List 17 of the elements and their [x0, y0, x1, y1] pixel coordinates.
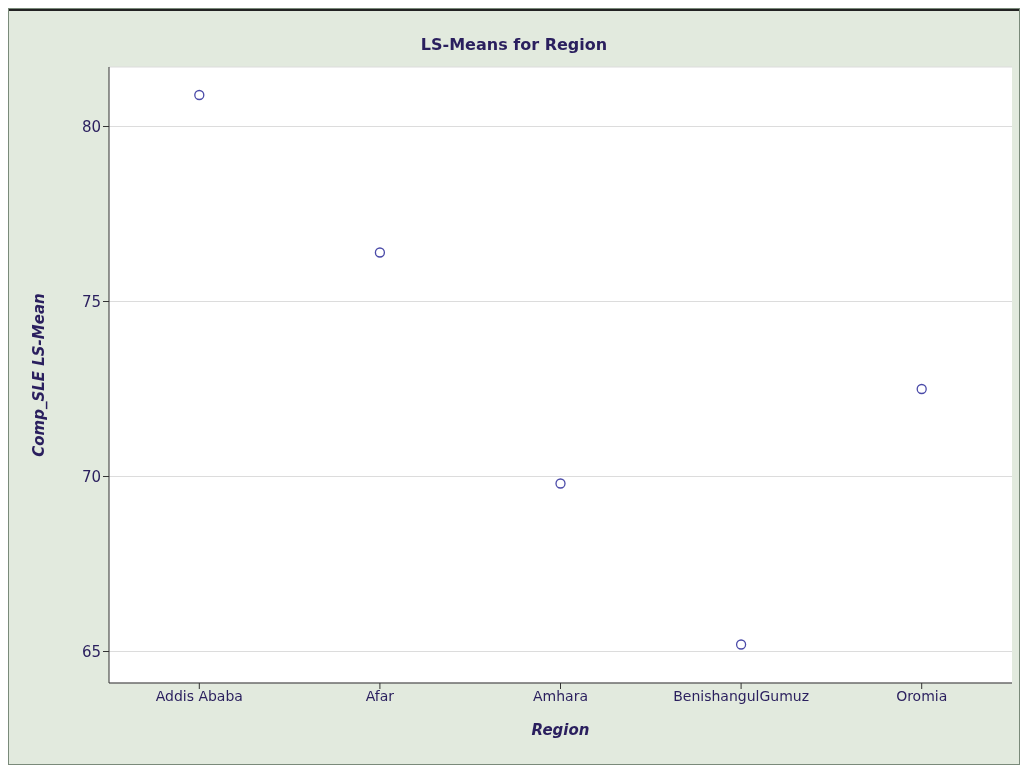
- x-tick-label: BenishangulGumuz: [673, 687, 810, 704]
- y-tick-label: 75: [81, 292, 101, 311]
- x-tick-label: Addis Ababa: [155, 687, 243, 704]
- point: [555, 478, 566, 489]
- point: [735, 639, 747, 650]
- point: [916, 383, 927, 395]
- chart-title: LS-Means for Region: [419, 34, 609, 56]
- y-tick-label: 65: [81, 642, 101, 661]
- y-tick-label: 80: [81, 117, 101, 136]
- x-tick-label: Afar: [365, 687, 395, 704]
- point: [374, 247, 386, 258]
- y-axis-title: Comp_SLE LS-Mean: [30, 293, 49, 457]
- x-tick-label: Oromia: [896, 687, 948, 704]
- y-tick-label: 70: [81, 467, 101, 486]
- point: [194, 89, 205, 101]
- x-axis-title: Region: [531, 721, 590, 739]
- x-tick-label: Amhara: [532, 687, 589, 704]
